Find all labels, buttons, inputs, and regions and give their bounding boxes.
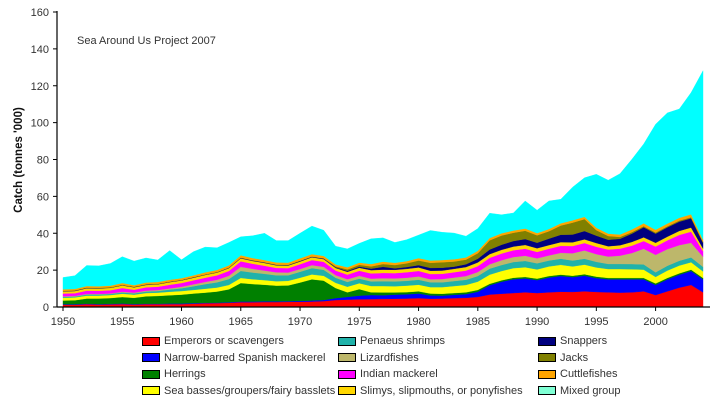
y-axis-label: Catch (tonnes '000) (13, 107, 25, 213)
legend-swatch (142, 386, 160, 395)
x-ticks: 1950 1955 1960 1965 1970 1975 1980 1985 1990 1995… (51, 307, 668, 328)
legend-item: Sea basses/groupers/fairy basslets (142, 384, 335, 398)
legend-swatch (538, 386, 556, 395)
legend-item: Penaeus shrimps (338, 334, 445, 348)
legend-item: Jacks (538, 351, 588, 365)
legend-swatch (538, 353, 556, 362)
legend-swatch (538, 336, 556, 346)
legend-item: Cuttlefishes (538, 367, 617, 381)
x-tick-label: 1955 (110, 316, 134, 328)
legend-label: Narrow-barred Spanish mackerel (164, 351, 326, 364)
y-tick-label: 60 (37, 191, 49, 203)
legend-label: Indian mackerel (360, 368, 438, 380)
legend-label: Jacks (560, 351, 589, 364)
legend-swatch (538, 369, 556, 379)
x-tick-label: 1960 (169, 316, 193, 328)
area-mixed-group (62, 70, 704, 290)
x-tick-label: 1990 (525, 316, 549, 328)
y-tick-label: 160 (31, 7, 49, 19)
legend-item: Indian mackerel (338, 367, 438, 381)
y-tick-label: 140 (31, 44, 49, 56)
x-tick-label: 1985 (466, 316, 490, 328)
legend-item: Herrings (142, 367, 206, 381)
legend-swatch (142, 336, 160, 346)
y-ticks: 0 20 40 60 80 100 120 140 160 (31, 7, 57, 314)
legend-swatch (338, 386, 356, 395)
legend-swatch (142, 369, 160, 379)
legend-label: Cuttlefishes (560, 368, 618, 380)
legend-item: Mixed group (538, 384, 621, 398)
legend-swatch (338, 353, 356, 362)
x-tick-label: 1950 (51, 316, 75, 328)
area-layers (62, 70, 704, 308)
legend-item: Slimys, slipmouths, or ponyfishes (338, 384, 523, 398)
x-tick-label: 1975 (347, 316, 371, 328)
legend-item: Lizardfishes (338, 351, 419, 365)
y-tick-label: 80 (37, 155, 49, 167)
legend-item: Snappers (538, 334, 607, 348)
legend-label: Emperors or scavengers (164, 335, 284, 347)
legend-swatch (338, 336, 356, 346)
x-tick-label: 2000 (643, 316, 667, 328)
y-tick-label: 40 (37, 228, 49, 240)
y-tick-label: 0 (43, 302, 49, 314)
x-tick-label: 1965 (229, 316, 253, 328)
legend-label: Mixed group (560, 384, 621, 397)
legend-label: Penaeus shrimps (360, 335, 445, 347)
legend-label: Lizardfishes (360, 351, 419, 364)
legend-label: Sea basses/groupers/fairy basslets (164, 384, 336, 397)
x-tick-label: 1970 (288, 316, 312, 328)
y-tick-label: 20 (37, 265, 49, 277)
y-tick-label: 100 (31, 118, 49, 130)
x-tick-label: 1980 (406, 316, 430, 328)
legend-label: Snappers (560, 335, 608, 347)
chart-title: Sea Around Us Project 2007 (77, 35, 216, 47)
legend-swatch (142, 353, 160, 362)
y-tick-label: 120 (31, 81, 49, 93)
legend-item: Narrow-barred Spanish mackerel (142, 351, 325, 365)
legend-item: Emperors or scavengers (142, 334, 284, 348)
legend-label: Slimys, slipmouths, or ponyfishes (360, 384, 523, 397)
legend-label: Herrings (164, 368, 206, 380)
legend-swatch (338, 369, 356, 379)
x-tick-label: 1995 (584, 316, 608, 328)
